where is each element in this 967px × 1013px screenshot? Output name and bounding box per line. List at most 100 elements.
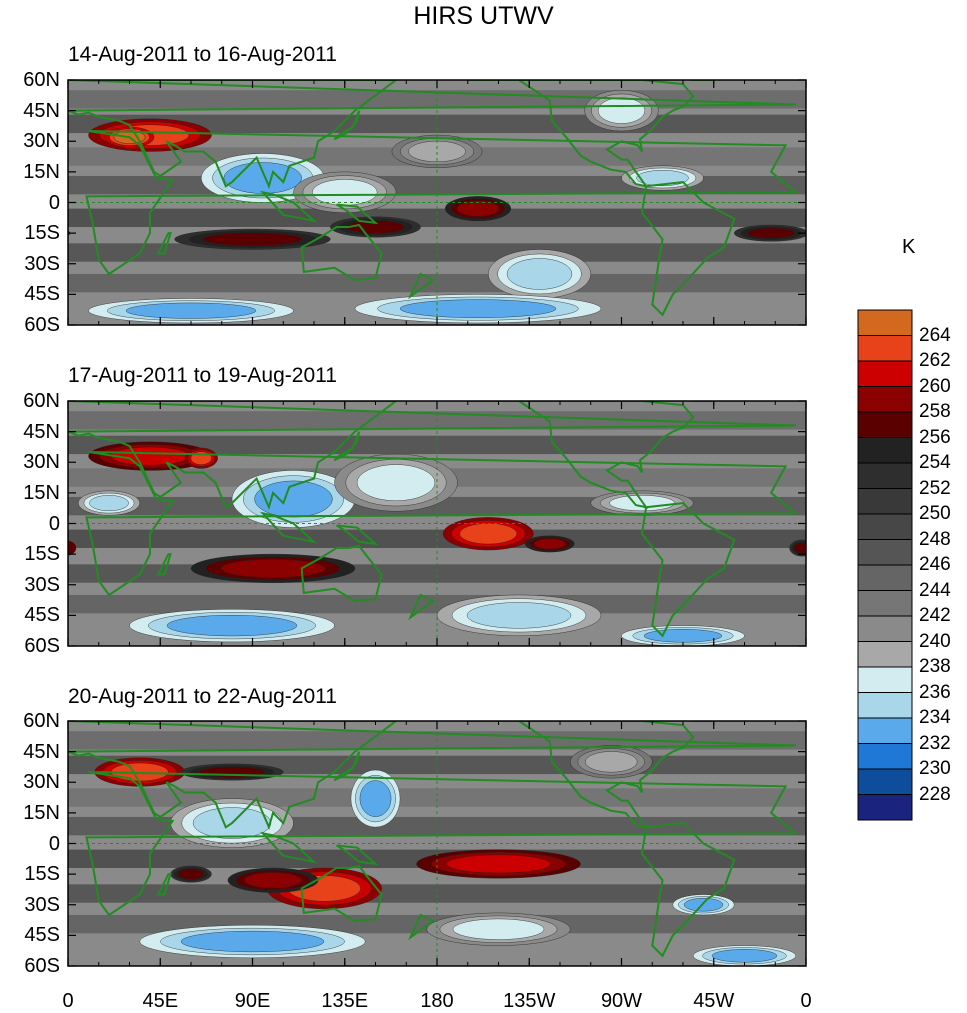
colorbar-swatch bbox=[857, 539, 913, 566]
colorbar-swatch bbox=[857, 335, 913, 362]
colorbar-swatch bbox=[857, 590, 913, 617]
colorbar-unit: K bbox=[902, 236, 916, 258]
colorbar-label: 238 bbox=[919, 656, 951, 677]
y-tick-label: 60N bbox=[23, 710, 60, 732]
y-tick-label: 60N bbox=[23, 69, 60, 91]
colorbar-label: 228 bbox=[919, 783, 951, 805]
colorbar-label: 250 bbox=[919, 503, 951, 524]
x-tick-label: 90E bbox=[234, 990, 271, 1012]
y-tick-label: 0 bbox=[48, 832, 60, 855]
x-tick-label: 45W bbox=[693, 990, 735, 1012]
field-band bbox=[68, 273, 806, 293]
colorbar-label: 254 bbox=[919, 452, 951, 473]
y-tick-label: 15N bbox=[23, 481, 60, 504]
coastline bbox=[407, 593, 435, 621]
contour-region bbox=[89, 495, 129, 512]
x-tick-label: 135W bbox=[503, 990, 556, 1012]
colorbar-swatch bbox=[857, 717, 913, 744]
coastline bbox=[467, 80, 695, 188]
contour-region bbox=[793, 542, 806, 554]
contour-region bbox=[180, 930, 325, 953]
x-tick-label: 0 bbox=[800, 990, 812, 1012]
coastline bbox=[260, 190, 318, 223]
panel-2-title: 17-Aug-2011 to 19-Aug-2011 bbox=[68, 364, 337, 387]
contour-region bbox=[506, 258, 573, 290]
x-tick-label: 135E bbox=[321, 990, 369, 1012]
y-tick-label: 30N bbox=[23, 130, 60, 153]
coastline bbox=[640, 181, 736, 317]
y-tick-label: 45N bbox=[23, 99, 60, 122]
contour-region bbox=[125, 302, 257, 319]
y-tick-label: 60N bbox=[23, 390, 60, 412]
coastline bbox=[156, 553, 172, 576]
colorbar-label: 244 bbox=[919, 579, 951, 601]
map-panel-2 bbox=[67, 400, 807, 647]
coastline bbox=[336, 524, 379, 546]
contour-region bbox=[68, 540, 77, 556]
colorbar-swatch bbox=[857, 564, 913, 591]
colorbar-label: 240 bbox=[919, 630, 951, 652]
y-tick-label: 60S bbox=[24, 955, 60, 977]
contour-region bbox=[533, 538, 566, 550]
coastline bbox=[333, 431, 361, 462]
colorbar-swatch bbox=[857, 488, 913, 515]
colorbar-swatch bbox=[857, 513, 913, 540]
colorbar-label: 236 bbox=[919, 681, 951, 703]
colorbar-swatch bbox=[857, 437, 913, 464]
coastline bbox=[260, 831, 318, 864]
coastline bbox=[336, 203, 379, 225]
contour-region bbox=[452, 918, 545, 940]
contour-region bbox=[457, 200, 499, 217]
y-tick-label: 45S bbox=[24, 283, 60, 306]
y-tick-label: 45N bbox=[23, 740, 60, 763]
coastline bbox=[336, 844, 379, 866]
field-band bbox=[68, 529, 806, 548]
contour-region bbox=[399, 299, 557, 318]
coastline bbox=[68, 401, 796, 511]
panel-1-title: 14-Aug-2011 to 16-Aug-2011 bbox=[68, 43, 337, 66]
y-tick-label: 45N bbox=[23, 420, 60, 443]
contour-region bbox=[202, 232, 303, 246]
coastline bbox=[333, 751, 361, 782]
contour-region bbox=[220, 559, 326, 578]
y-tick-label: 45S bbox=[24, 604, 60, 627]
contour-region bbox=[747, 227, 795, 239]
coastline bbox=[467, 721, 695, 829]
colorbar-label: 258 bbox=[919, 401, 951, 422]
colorbar-swatch bbox=[857, 743, 913, 770]
contour-region bbox=[585, 751, 638, 773]
y-tick-label: 30S bbox=[24, 893, 60, 916]
y-tick-label: 60S bbox=[24, 635, 60, 657]
colorbar-swatch bbox=[857, 692, 913, 719]
coastline bbox=[300, 864, 383, 923]
coastline bbox=[640, 822, 736, 958]
coastline bbox=[333, 110, 361, 141]
coastline bbox=[640, 502, 736, 638]
coastline bbox=[407, 913, 435, 941]
contour-region bbox=[636, 170, 689, 186]
coastline bbox=[300, 544, 383, 603]
y-tick-label: 30N bbox=[23, 451, 60, 474]
colorbar-swatch bbox=[857, 641, 913, 668]
y-tick-label: 30S bbox=[24, 252, 60, 275]
x-tick-label: 90W bbox=[600, 990, 643, 1012]
coastline bbox=[85, 771, 799, 917]
colorbar-swatch bbox=[857, 768, 913, 795]
coastline bbox=[68, 721, 796, 831]
coastline bbox=[85, 451, 799, 597]
colorbar-swatch bbox=[857, 411, 913, 438]
coastline bbox=[156, 232, 172, 255]
y-tick-label: 60S bbox=[24, 314, 60, 336]
y-tick-label: 30N bbox=[23, 771, 60, 794]
panel-3-title: 20-Aug-2011 to 22-Aug-2011 bbox=[68, 685, 337, 708]
colorbar-swatch bbox=[857, 462, 913, 489]
field-band bbox=[68, 208, 806, 227]
colorbar-swatch bbox=[857, 666, 913, 693]
contour-region bbox=[359, 780, 392, 817]
colorbar-label: 256 bbox=[919, 426, 951, 448]
contour-region bbox=[446, 854, 551, 874]
colorbar-swatch bbox=[857, 309, 913, 336]
y-tick-label: 15S bbox=[24, 222, 60, 245]
map-panel-3 bbox=[67, 720, 807, 967]
